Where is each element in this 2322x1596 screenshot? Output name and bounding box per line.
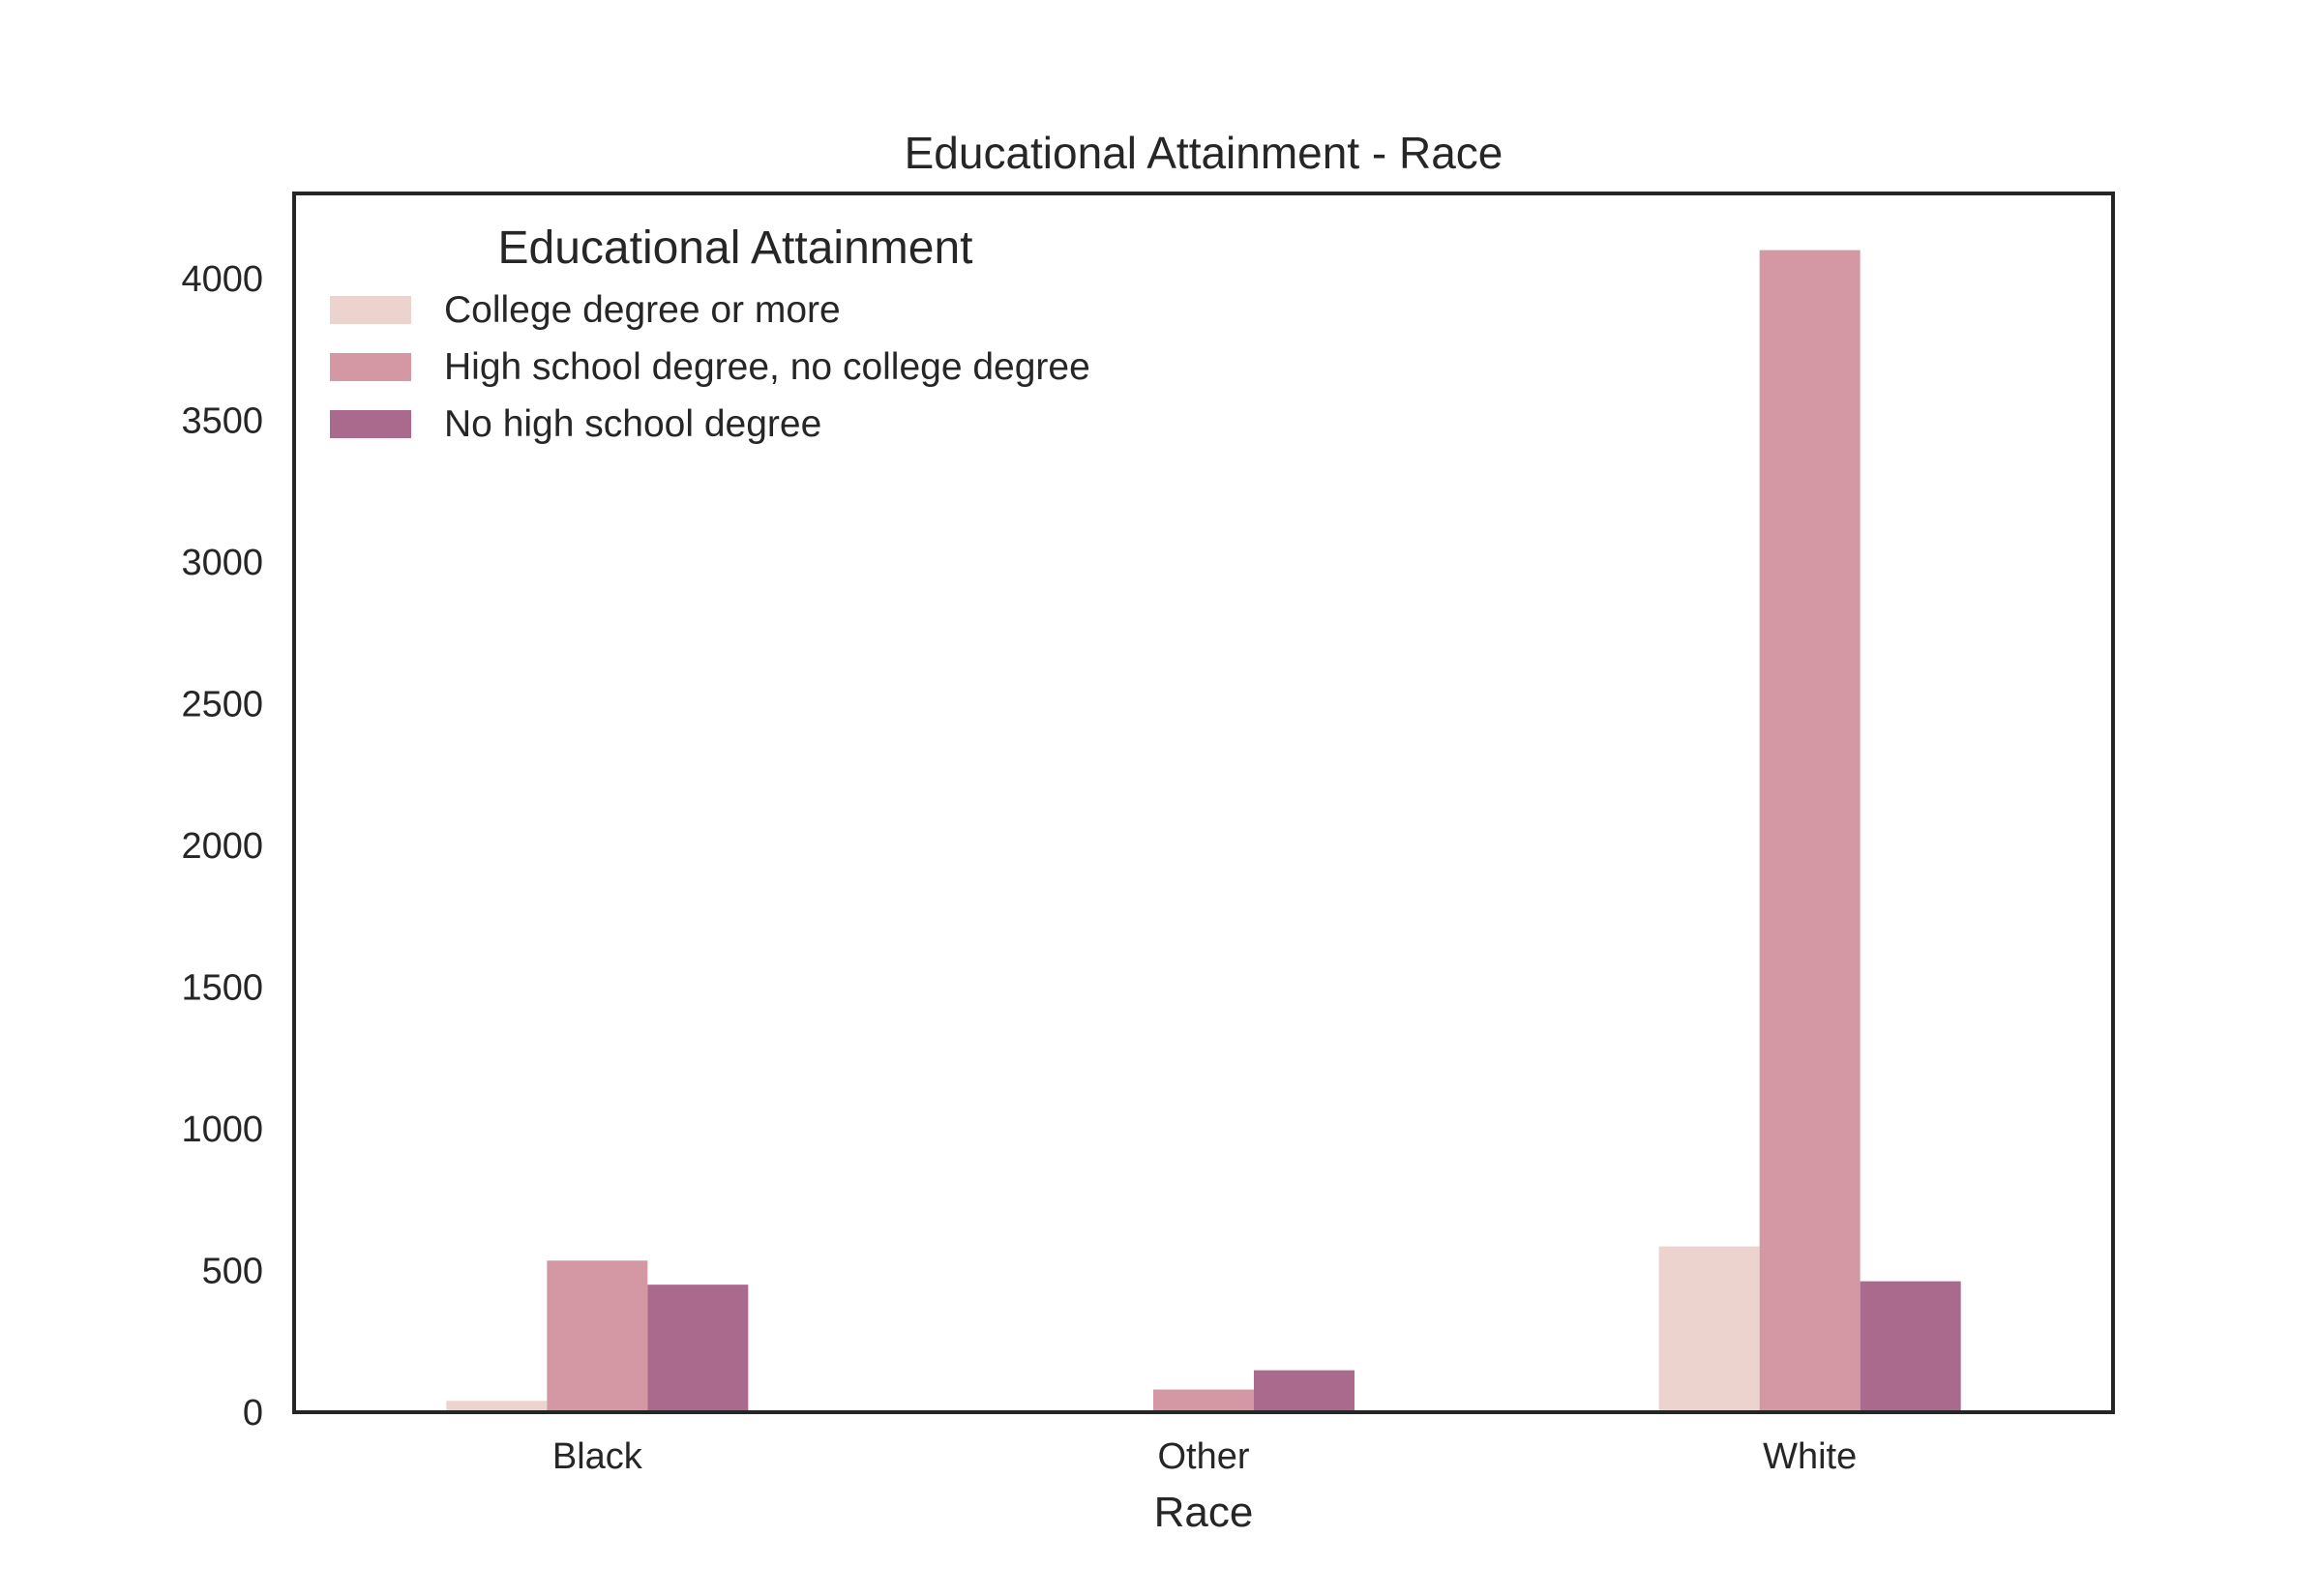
x-axis-label: Race (1154, 1489, 1254, 1536)
y-tick-label: 2500 (181, 684, 263, 724)
bar-black-series-2 (547, 1260, 648, 1412)
legend-title: Educational Attainment (498, 222, 973, 274)
plot-frame (292, 192, 2115, 1414)
x-tick-label: White (1763, 1436, 1857, 1477)
bar-other-series-2 (1153, 1389, 1254, 1412)
y-tick-label: 1500 (181, 967, 263, 1008)
y-tick-label: 500 (202, 1251, 263, 1291)
bar-white-series-3 (1860, 1281, 1961, 1412)
y-tick-label: 0 (243, 1393, 263, 1433)
bars-group (446, 250, 1961, 1413)
legend-label: No high school degree (444, 403, 821, 445)
bar-black-series-1 (446, 1401, 548, 1412)
x-tick-label: Other (1157, 1436, 1249, 1477)
x-tick-label: Black (552, 1436, 643, 1477)
y-tick-label: 3000 (181, 543, 263, 583)
legend-swatch (330, 296, 411, 324)
legend-swatch (330, 353, 411, 381)
legend-label: College degree or more (444, 289, 841, 331)
legend-items: College degree or more High school degree… (330, 289, 1090, 445)
bar-white-series-2 (1759, 250, 1861, 1413)
chart-title: Educational Attainment - Race (905, 128, 1503, 178)
y-tick-label: 1000 (181, 1109, 263, 1150)
y-tick-label: 3500 (181, 400, 263, 441)
bar-white-series-1 (1658, 1246, 1760, 1412)
legend-label: High school degree, no college degree (444, 346, 1090, 388)
legend: Educational Attainment College degree or… (330, 222, 1090, 445)
y-tick-label: 4000 (181, 259, 263, 300)
x-axis: Black Other White (552, 1436, 1857, 1477)
bar-other-series-3 (1254, 1370, 1354, 1412)
legend-swatch (330, 410, 411, 438)
bar-black-series-3 (647, 1285, 749, 1412)
y-tick-label: 2000 (181, 826, 263, 867)
y-axis: 0 500 1000 1500 2000 2500 3000 3500 4000 (181, 259, 263, 1433)
